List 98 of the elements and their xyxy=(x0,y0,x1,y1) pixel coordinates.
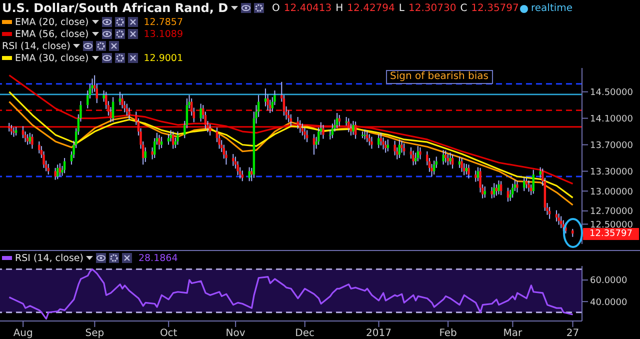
candlestick xyxy=(555,210,558,222)
y-tick-label: 12.50000 xyxy=(590,220,634,230)
text: 13.1089 xyxy=(144,28,184,40)
candlestick xyxy=(500,180,502,196)
candlestick xyxy=(460,157,463,172)
candlestick xyxy=(312,134,316,156)
candlestick xyxy=(451,154,454,170)
candlestick xyxy=(322,124,324,140)
y-tick-label: 14.10000 xyxy=(590,114,634,124)
candlestick xyxy=(22,126,24,139)
candlestick xyxy=(532,169,534,194)
candlestick xyxy=(512,183,514,198)
candlestick xyxy=(364,129,366,140)
candlestick xyxy=(10,124,13,136)
candlestick xyxy=(121,94,124,109)
candlestick xyxy=(26,134,29,146)
candlestick xyxy=(442,150,444,166)
candlestick xyxy=(241,170,244,182)
candlestick xyxy=(301,123,304,136)
candlestick xyxy=(176,131,179,146)
text: realtime xyxy=(531,3,573,14)
x-tick-label: Aug xyxy=(13,328,33,339)
candlestick xyxy=(368,134,371,146)
y-tick-label: 40.0000 xyxy=(590,298,628,308)
y-tick-label: 13.70000 xyxy=(590,140,634,151)
candlestick xyxy=(516,180,518,193)
candlestick xyxy=(331,123,334,139)
text: RSI (14, close) xyxy=(2,40,70,52)
candlestick xyxy=(558,213,560,226)
candlestick xyxy=(348,118,350,133)
candlestick xyxy=(352,120,354,136)
candlestick xyxy=(370,136,373,150)
x-tick-label: Dec xyxy=(295,328,315,339)
candlestick xyxy=(498,180,500,195)
candlestick xyxy=(236,160,239,176)
y-tick-label: 14.50000 xyxy=(590,88,634,98)
candlestick xyxy=(468,164,470,179)
candlestick xyxy=(172,131,174,150)
text: 12.7857 xyxy=(144,16,184,28)
legend-label: RSI (14, close) xyxy=(15,252,84,264)
candlestick xyxy=(112,96,114,122)
x-tick-label: 27 xyxy=(566,328,580,339)
candlestick xyxy=(167,134,170,146)
candlestick xyxy=(128,107,130,120)
candlestick xyxy=(449,152,452,166)
candlestick xyxy=(287,110,290,123)
y-tick-label: 12.70000 xyxy=(590,207,634,218)
x-tick-label: Mar xyxy=(503,328,524,339)
candlestick xyxy=(432,160,436,176)
text: 12.35797 xyxy=(583,228,639,240)
legend-label: EMA (56, close) xyxy=(15,28,89,40)
candlestick xyxy=(412,150,414,166)
candlestick xyxy=(232,154,234,166)
candlestick xyxy=(394,140,396,156)
candlestick xyxy=(208,124,212,136)
candlestick xyxy=(54,167,56,180)
candlestick xyxy=(248,166,250,182)
legend-label: EMA (20, close) xyxy=(15,16,89,28)
candlestick xyxy=(484,186,486,198)
candlestick xyxy=(382,136,384,150)
candlestick xyxy=(490,186,493,199)
candlestick xyxy=(493,182,496,198)
candlestick xyxy=(444,150,447,164)
candlestick xyxy=(506,187,510,202)
candlestick xyxy=(378,134,380,149)
candlestick xyxy=(474,170,477,182)
candlestick xyxy=(446,154,450,166)
x-tick-label: Nov xyxy=(226,328,246,339)
candlestick xyxy=(336,112,338,129)
legend-label: EMA (30, close) xyxy=(15,52,89,64)
candlestick xyxy=(12,127,15,138)
x-tick-label: 2017 xyxy=(366,328,392,339)
candlestick xyxy=(416,146,420,162)
candlestick xyxy=(200,103,202,122)
candlestick xyxy=(402,142,406,156)
chart-title: U.S. Dollar/South African Rand, D xyxy=(2,1,228,15)
candlestick xyxy=(304,127,306,140)
candlestick xyxy=(523,176,526,192)
y-tick-label: 13.00000 xyxy=(590,187,634,198)
candlestick xyxy=(380,132,382,146)
candlestick xyxy=(525,177,528,189)
y-tick-label: 60.0000 xyxy=(590,276,628,286)
x-tick-label: Feb xyxy=(439,328,457,339)
candlestick xyxy=(528,180,530,192)
annotation: Sign of bearish bias xyxy=(386,70,493,84)
candlestick xyxy=(419,146,422,160)
candlestick xyxy=(31,134,34,150)
line-series xyxy=(8,268,574,320)
candlestick xyxy=(296,116,299,130)
text: 28.1864 xyxy=(138,252,178,264)
x-tick-label: Sep xyxy=(85,328,104,339)
x-tick-label: Oct xyxy=(160,328,178,339)
candlestick xyxy=(158,134,160,150)
text: O 12.40413 H 12.42794 L 12.30730 C 12.35797 xyxy=(272,2,519,14)
text: 12.9001 xyxy=(144,52,184,64)
y-tick-label: 13.30000 xyxy=(590,167,634,178)
candlestick xyxy=(160,136,163,149)
candlestick xyxy=(354,121,357,140)
